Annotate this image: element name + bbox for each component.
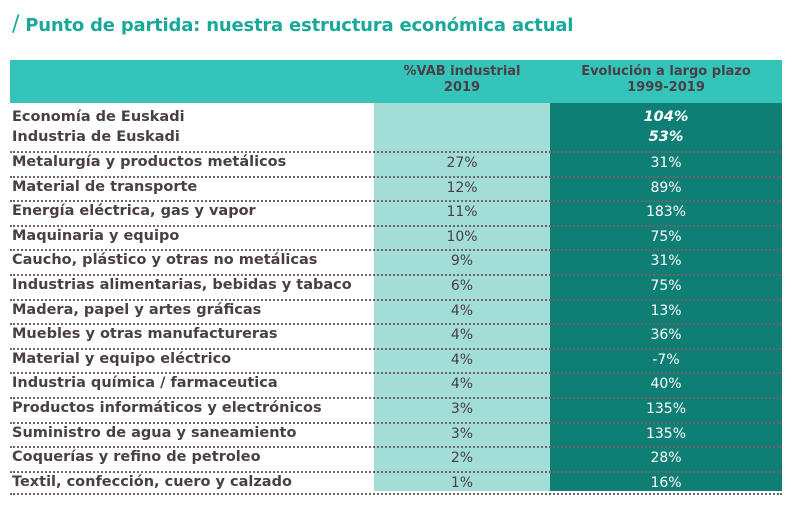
row-evolution: 89% [650, 179, 682, 196]
row-evolution: -7% [652, 351, 680, 368]
page-title: / Punto de partida: nuestra estructura ec… [12, 12, 573, 37]
header-vab-line1: %VAB industrial [403, 64, 521, 79]
header-evolution: Evolución a largo plazo 1999-2019 [550, 64, 782, 96]
sector-table: Metalurgía y productos metálicos 27% 31% M… [10, 151, 782, 496]
row-label: Productos informáticos y electrónicos [12, 399, 322, 416]
row-vab: 10% [446, 228, 478, 245]
row-label: Material y equipo eléctrico [12, 350, 232, 367]
row-label: Caucho, plástico y otras no metálicas [12, 252, 318, 269]
table-row: Material de transporte 12% 89% [10, 175, 782, 201]
row-label: Coquerías y refino de petroleo [12, 449, 261, 466]
header-vab-line2: 2019 [443, 80, 481, 95]
summary-value-economia: 104% [643, 109, 689, 125]
header-vab: %VAB industrial 2019 [374, 64, 550, 96]
summary-label-industria: Industria de Euskadi [12, 129, 180, 145]
row-evolution: 13% [650, 302, 682, 319]
row-evolution: 31% [650, 253, 682, 270]
row-evolution: 28% [650, 450, 682, 467]
summary-label-economia: Economía de Euskadi [12, 109, 185, 125]
summary-values: 104% 53% [550, 107, 782, 147]
row-evolution: 135% [645, 400, 687, 417]
header-evolution-line2: 1999-2019 [627, 80, 705, 95]
table-row: Textil, confección, cuero y calzado 1% 16% [10, 470, 782, 496]
row-vab: 11% [446, 204, 478, 221]
row-label: Textil, confección, cuero y calzado [12, 473, 292, 490]
table-row: Caucho, plástico y otras no metálicas 9% 3… [10, 249, 782, 274]
summary-labels: Economía de Euskadi Industria de Euskadi [12, 107, 185, 147]
row-vab: 1% [450, 474, 474, 491]
row-vab: 4% [450, 327, 474, 344]
row-evolution: 75% [650, 228, 682, 245]
row-label: Industria química / farmaceutica [12, 375, 278, 392]
row-vab: 4% [450, 302, 474, 319]
slash-mark-icon: / [12, 12, 20, 37]
summary-value-industria: 53% [648, 129, 684, 145]
row-evolution: 75% [650, 277, 682, 294]
row-evolution: 31% [650, 155, 682, 171]
row-label: Industrias alimentarias, bebidas y tabac… [12, 276, 352, 293]
vab-column-background [374, 103, 550, 491]
row-label: Muebles y otras manufactureras [12, 326, 278, 343]
row-label: Energía eléctrica, gas y vapor [12, 203, 256, 220]
table-row: Industria química / farmaceutica 4% 40% [10, 372, 782, 397]
row-vab: 4% [450, 351, 474, 368]
table-row: Industrias alimentarias, bebidas y tabac… [10, 273, 782, 299]
row-evolution: 36% [650, 327, 682, 344]
evolution-column-background [550, 103, 782, 491]
row-label: Madera, papel y artes gráficas [12, 301, 262, 318]
table-row: Muebles y otras manufactureras 4% 36% [10, 323, 782, 348]
table-row: Material y equipo eléctrico 4% -7% [10, 347, 782, 373]
row-vab: 9% [450, 253, 474, 270]
row-label: Metalurgía y productos metálicos [12, 154, 287, 170]
row-vab: 12% [446, 179, 478, 196]
row-label: Suministro de agua y saneamiento [12, 424, 297, 441]
table-row: Energía eléctrica, gas y vapor 11% 183% [10, 200, 782, 225]
row-vab: 3% [450, 400, 474, 417]
row-vab: 27% [446, 155, 478, 171]
row-vab: 4% [450, 376, 474, 393]
table-header-band [10, 60, 782, 103]
row-label: Material de transporte [12, 178, 198, 195]
row-evolution: 40% [650, 376, 682, 393]
row-vab: 6% [450, 277, 474, 294]
row-evolution: 135% [645, 425, 687, 442]
header-evolution-line1: Evolución a largo plazo [581, 64, 751, 79]
row-evolution: 183% [645, 204, 687, 221]
table-row: Suministro de agua y saneamiento 3% 135% [10, 421, 782, 447]
row-evolution: 16% [650, 474, 682, 491]
row-vab: 2% [450, 450, 474, 467]
table-row: Madera, papel y artes gráficas 4% 13% [10, 298, 782, 324]
row-vab: 3% [450, 425, 474, 442]
table-row: Metalurgía y productos metálicos 27% 31% [10, 151, 782, 176]
table-row: Coquerías y refino de petroleo 2% 28% [10, 446, 782, 471]
row-label: Maquinaria y equipo [12, 227, 180, 244]
table-row: Productos informáticos y electrónicos 3% 1… [10, 396, 782, 422]
page-title-text: Punto de partida: nuestra estructura eco… [25, 15, 574, 36]
table-row: Maquinaria y equipo 10% 75% [10, 224, 782, 250]
